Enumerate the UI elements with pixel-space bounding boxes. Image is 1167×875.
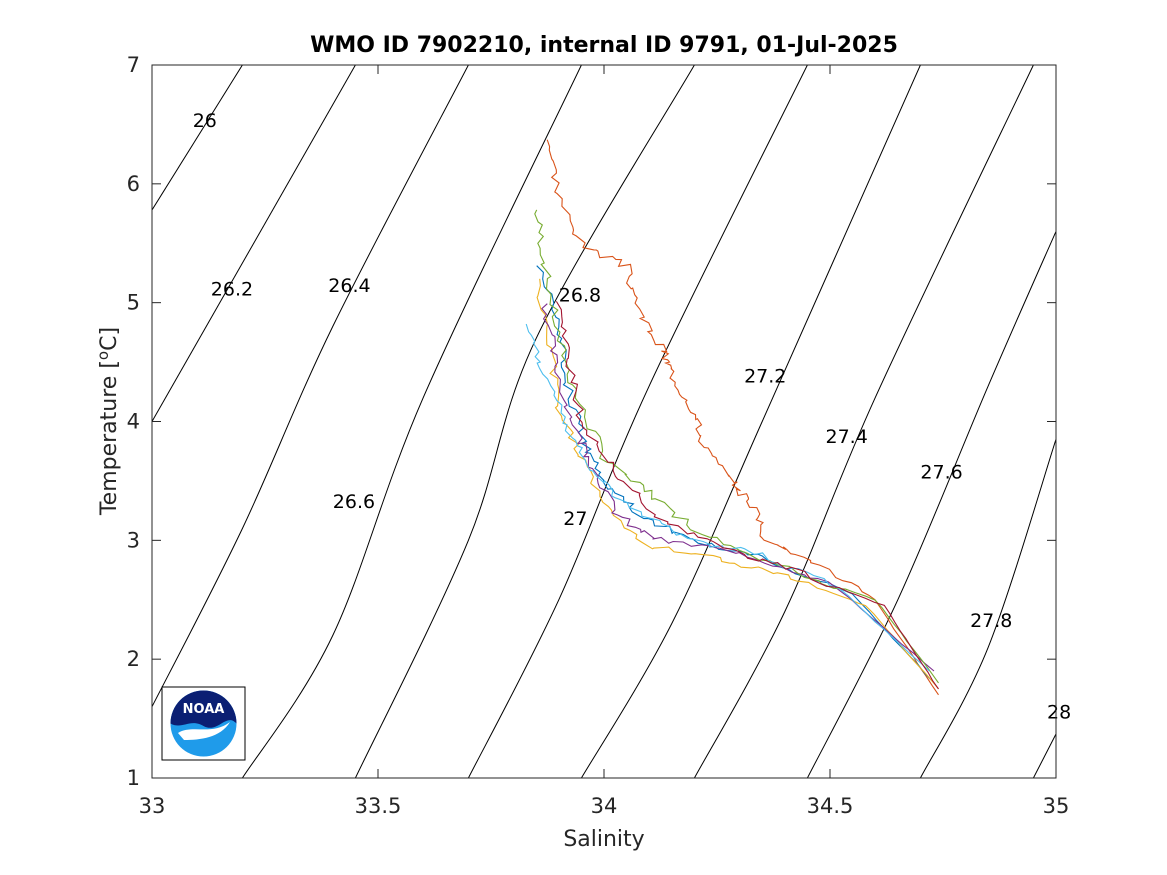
isopycnal-label: 28 [1047,702,1071,724]
isopycnal-line [152,65,243,211]
isopycnal-lines [152,65,1056,778]
isopycnal-labels: 26 26.2 26.4 26.6 26.8 27 27.2 27.4 27.6 27.8 28 [193,110,1071,724]
isopycnal-label: 26.2 [211,279,253,301]
isopycnal-line [693,65,1034,778]
isopycnal-line [354,65,695,778]
chart-title: WMO ID 7902210, internal ID 9791, 01-Jul… [310,33,898,58]
profile-line [546,139,939,696]
isopycnal-label: 26.4 [328,275,370,297]
y-axis-label-end: C] [97,327,122,351]
isopycnal-label: 27 [563,508,587,530]
isopycnal-line [806,231,1056,778]
y-tick-label: 7 [127,53,140,77]
isopycnal-label: 26.6 [333,491,375,513]
x-tick-label: 34 [591,794,618,818]
y-tick-label: 3 [127,528,140,552]
isopycnal-line [152,65,469,707]
y-axis-label-superscript: o [94,351,112,360]
noaa-logo-upper [170,690,237,728]
isopycnal-line [467,65,808,778]
noaa-logo-text: NOAA [183,702,225,717]
profile-line [541,303,935,672]
isopycnal-label: 26 [193,110,217,132]
profile-line [525,323,930,672]
isopycnal-line [241,65,582,778]
isopycnal-label: 27.8 [970,610,1012,632]
x-tick-label: 34.5 [807,794,854,818]
x-tick-label: 35 [1043,794,1070,818]
y-tick-label: 6 [127,172,140,196]
isopycnal-label: 27.4 [826,426,868,448]
profile-line [536,278,939,690]
noaa-logo-gull [178,722,230,740]
profile-line [555,301,939,690]
isopycnal-label: 26.8 [559,285,601,307]
isopycnal-line [1032,733,1056,778]
y-tick-label: 5 [127,291,140,315]
isopycnal-line [919,439,1056,778]
y-tick-label: 1 [127,766,140,790]
y-axis-label: Temperature [oC] [94,327,122,516]
isopycnal-line [152,65,356,422]
isopycnal-line [580,65,921,778]
x-tick-label: 33.5 [355,794,402,818]
isopycnal-label: 27.2 [744,365,786,387]
x-tick-label: 33 [139,794,166,818]
y-tick-label: 4 [127,410,140,434]
noaa-logo: NOAA [161,686,246,761]
x-axis-label: Salinity [563,827,644,852]
y-axis-label-main: Temperature [ [97,360,122,516]
profile-series [525,139,939,696]
isopycnal-label: 27.6 [920,462,962,484]
y-tick-label: 2 [127,647,140,671]
